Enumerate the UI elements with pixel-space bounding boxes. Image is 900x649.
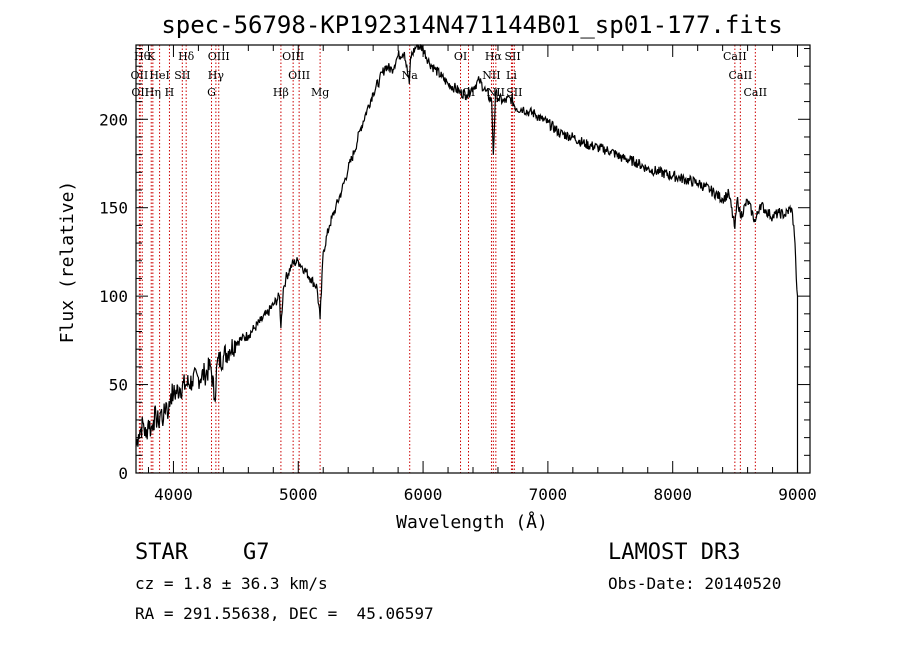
y-tick-label-1: 50 [109,376,128,395]
coordinates: RA = 291.55638, DEC = 45.06597 [135,604,434,623]
line-label-19: Hη [145,86,161,99]
line-label-0: Hθ [134,50,151,63]
y-tick-label-4: 200 [99,110,128,129]
x-axis-label: Wavelength (Å) [396,511,548,533]
emission-line-markers [138,45,756,473]
plot-frame [135,44,811,474]
x-axis: 4000 5000 6000 7000 8000 9000 [147,45,817,504]
y-tick-label-3: 150 [99,199,128,218]
y-tick-label-0: 0 [118,464,128,483]
line-label-17: CaII [729,69,753,82]
line-label-9: OII [131,69,149,82]
line-label-26: SII [506,86,522,99]
redshift-readout: cz = 1.8 ± 36.3 km/s [135,574,328,593]
x-tick-label-3: 7000 [529,485,568,504]
line-label-27: CaII [743,86,767,99]
line-label-12: Hγ [208,69,225,82]
object-class: STAR [135,540,188,565]
line-label-4: OIII [282,50,304,63]
line-label-15: NII [482,69,500,82]
line-label-22: Hβ [273,86,289,99]
y-tick-label-2: 100 [99,287,128,306]
x-tick-label-2: 6000 [404,485,443,504]
y-axis-label: Flux (relative) [57,181,78,344]
line-label-2: Hδ [178,50,195,63]
chart-title: spec-56798-KP192314N471144B01_sp01-177.f… [161,11,782,39]
line-label-10: HeI [149,69,169,82]
line-label-5: OI [454,50,467,63]
line-label-13: OIII [288,69,310,82]
line-label-11: SII [174,69,190,82]
line-label-20: H [165,86,175,99]
x-tick-label-4: 8000 [653,485,692,504]
x-tick-label-1: 5000 [279,485,318,504]
spectral-subclass: G7 [243,540,270,565]
line-label-1: K [147,50,156,63]
y-axis: 0 50 100 150 200 [99,48,810,483]
line-label-16: Li [506,69,517,82]
survey-name: LAMOST DR3 [608,540,741,565]
obs-date: Obs-Date: 20140520 [608,574,782,593]
line-label-7: SII [504,50,520,63]
line-label-3: OIII [208,50,230,63]
x-tick-label-5: 9000 [778,485,817,504]
line-label-21: G [207,86,216,99]
spectrum-line [135,43,799,473]
line-label-8: CaII [723,50,747,63]
x-tick-label-0: 4000 [154,485,193,504]
line-label-23: Mg [311,86,329,99]
line-label-6: Hα [485,50,503,63]
